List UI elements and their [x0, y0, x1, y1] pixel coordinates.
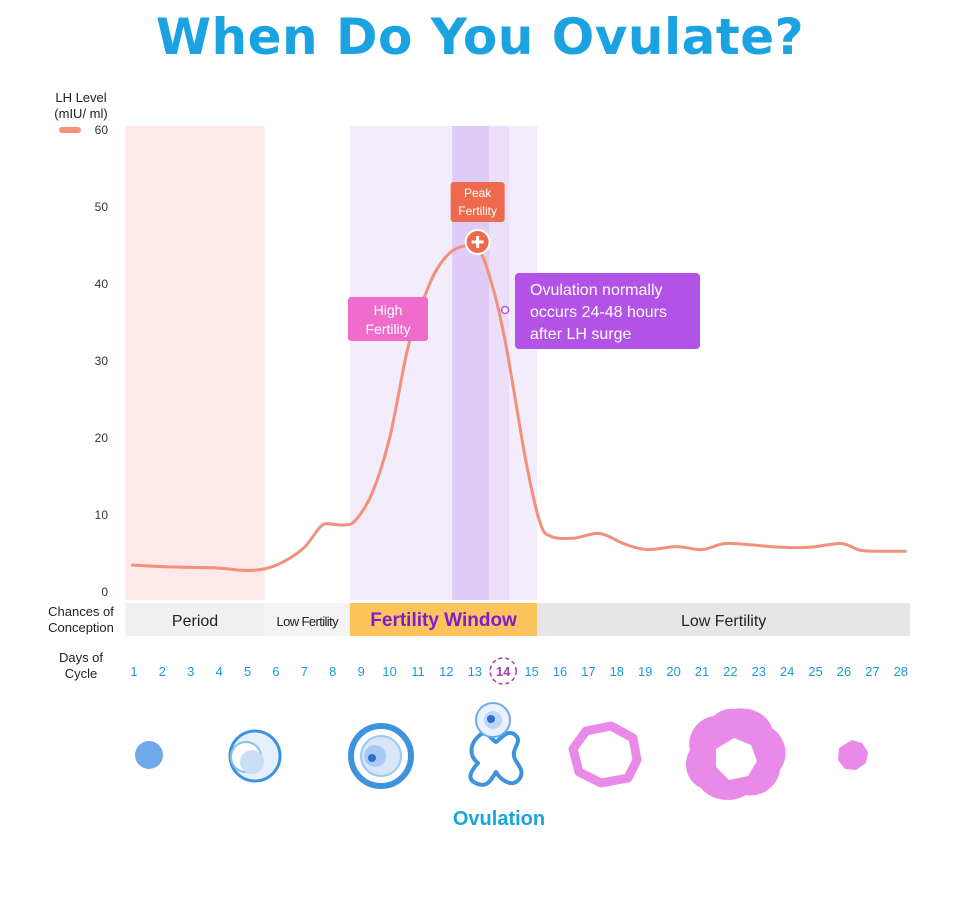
conception-segment-period [125, 603, 265, 636]
day-tick-label: 26 [837, 664, 851, 679]
high-fertility-label-line1: High [374, 302, 403, 318]
lh-curve [131, 244, 907, 572]
days-title-line2: Cycle [64, 666, 98, 681]
day-tick-label: 3 [187, 664, 194, 679]
day-tick-label: 28 [894, 664, 908, 679]
ovulation-note-line3: after LH surge [530, 326, 631, 343]
y-axis-title: LH Level (mIU/ ml) [40, 90, 122, 122]
band-period [125, 126, 265, 600]
day-tick-label: 21 [695, 664, 709, 679]
day-tick-label: 19 [638, 664, 652, 679]
conception-title-line1: Chances of [48, 604, 114, 619]
day-tick-label: 18 [610, 664, 624, 679]
peak-fertility-label-bg [450, 182, 505, 222]
day-tick-label: 6 [272, 664, 279, 679]
day-ticks: 1 2 3 4 5 6 7 8 9 10 11 12 13 14 15 16 17 18 19 20 21 22 23 24 2… [130, 657, 908, 685]
y-tick-label: 50 [95, 200, 109, 214]
conception-segment-low [537, 603, 910, 636]
band-ovulation-edge [489, 126, 509, 600]
y-axis-title-line1: LH Level [55, 90, 107, 105]
y-tick-label: 10 [95, 508, 109, 522]
y-tick-label: 40 [95, 277, 109, 291]
corpus-albicans-icon [838, 740, 868, 770]
follicle-1-icon [135, 741, 163, 769]
day-tick-label: 23 [752, 664, 766, 679]
day-tick-label: 4 [216, 664, 223, 679]
day-tick-label: 2 [159, 664, 166, 679]
day-tick-label: 13 [468, 664, 482, 679]
y-tick-label: 0 [101, 585, 108, 599]
peak-fertility-label-line2: Fertility [458, 204, 497, 218]
ovulation-caption: Ovulation [452, 808, 546, 830]
conception-label-low: Low Fertility [681, 613, 766, 630]
y-axis-title-line2: (mIU/ ml) [54, 106, 108, 121]
released-egg-nucleus [487, 715, 495, 723]
high-fertility-label-bg [348, 297, 428, 341]
page-title: When Do You Ovulate? [155, 8, 805, 66]
day-tick-label: 27 [865, 664, 879, 679]
y-tick-label: 30 [95, 354, 109, 368]
high-fertility-label-line2: Fertility [365, 321, 410, 337]
follicle-3-nucleus [368, 754, 376, 762]
day-tick-label: 22 [723, 664, 737, 679]
day-tick-label: 16 [553, 664, 567, 679]
conception-title: Chances of Conception [40, 604, 122, 636]
conception-row: Period Low Fertility Fertility Window Low F… [125, 603, 910, 636]
ovulating-follicle-icon [468, 731, 524, 787]
day-tick-label: 24 [780, 664, 794, 679]
peak-fertility-label-line1: Peak [464, 186, 492, 200]
y-tick-label: 20 [95, 431, 109, 445]
days-title: Days of Cycle [40, 650, 122, 682]
conception-segment-low-small [264, 603, 350, 636]
day-tick-label: 5 [244, 664, 251, 679]
ovulation-note-bg [515, 273, 700, 349]
day-tick-label: 12 [439, 664, 453, 679]
day-tick-label: 10 [382, 664, 396, 679]
day-tick-label: 17 [581, 664, 595, 679]
ovulation-note-line1: Ovulation normally [530, 282, 663, 299]
band-fertile [349, 126, 453, 600]
conception-title-line2: Conception [48, 620, 114, 635]
day-tick-label: 7 [301, 664, 308, 679]
y-axis-ticks: 0 10 20 30 40 50 60 [95, 123, 109, 599]
day-14-highlight [489, 657, 517, 685]
day-tick-label: 1 [130, 664, 137, 679]
conception-label-period: Period [172, 613, 218, 630]
conception-segment-window [349, 603, 538, 636]
days-title-line1: Days of [58, 650, 104, 665]
ovulation-note-pointer [500, 305, 510, 315]
day-tick-label: 11 [411, 664, 425, 679]
follicle-illustrations [135, 702, 868, 800]
day-tick-label: 9 [358, 664, 365, 679]
chart-annotations: Peak Fertility High Fertility Ovulation norm… [348, 182, 700, 349]
corpus-luteum-early-icon [568, 721, 642, 788]
band-fertile-tail [508, 126, 538, 600]
conception-label-window: Fertility Window [370, 610, 517, 631]
conception-label-low-small: Low Fertility [276, 614, 339, 629]
follicle-2-egg [240, 750, 264, 774]
corpus-luteum-center [716, 738, 757, 780]
ovulation-note-line2: occurs 24-48 hours [530, 304, 667, 321]
day-tick-label: 20 [666, 664, 680, 679]
day-tick-label: 14 [496, 664, 511, 679]
day-tick-label: 15 [524, 664, 538, 679]
y-tick-label: 60 [95, 123, 109, 137]
day-tick-label: 25 [808, 664, 822, 679]
day-tick-label: 8 [329, 664, 336, 679]
